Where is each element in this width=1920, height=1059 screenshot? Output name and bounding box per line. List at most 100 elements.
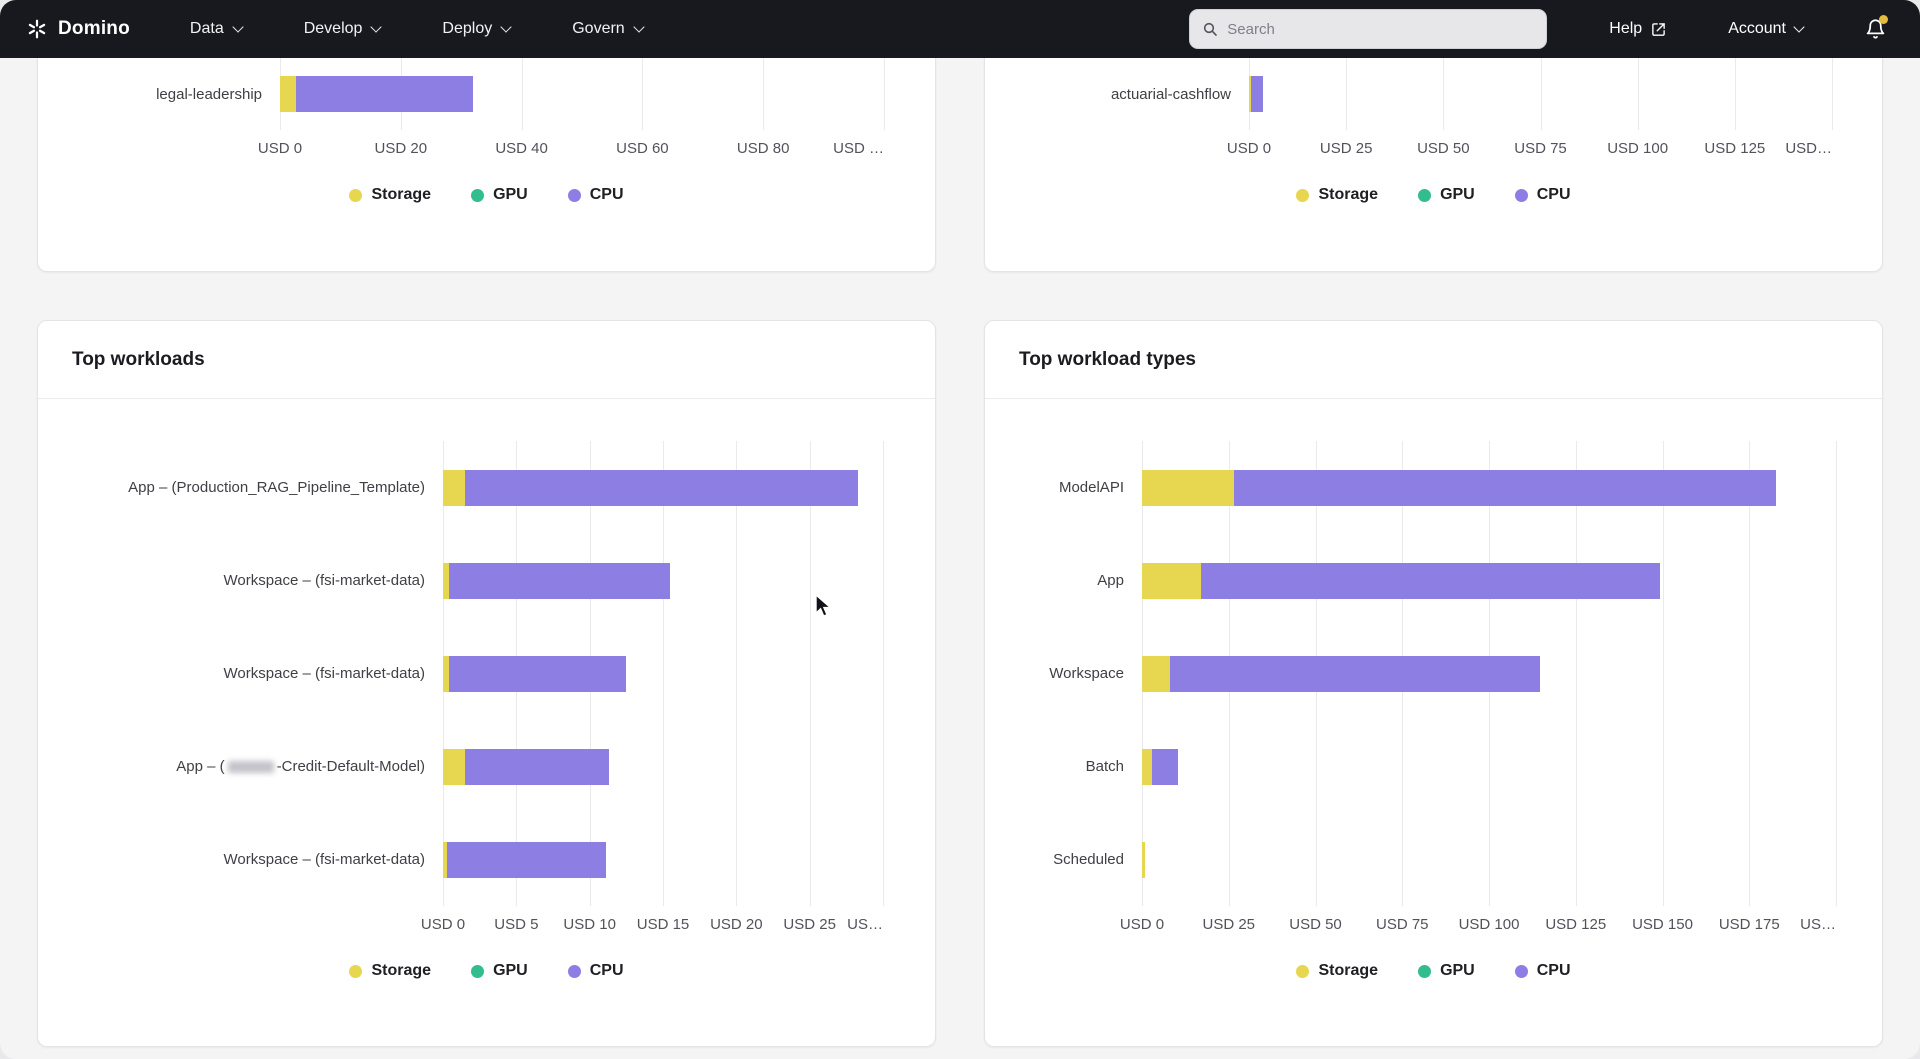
bar-segment-cpu[interactable] — [465, 748, 609, 785]
label-text: ModelAPI — [1058, 479, 1124, 496]
stacked-bar[interactable] — [443, 841, 883, 878]
bar-row — [443, 627, 883, 720]
bar-row-label: App – (Production_RAG_Pipeline_Template) — [72, 441, 443, 534]
bar-segment-cpu[interactable] — [448, 562, 671, 599]
row-labels: ModelAPI App Workspace Batch Scheduled — [1019, 441, 1142, 906]
legend-label: Storage — [371, 962, 432, 979]
nav-item-govern[interactable]: Govern — [572, 20, 645, 38]
nav-item-label: Develop — [303, 20, 363, 37]
legend-item-cpu[interactable]: CPU — [1514, 962, 1571, 980]
bar-segment-storage[interactable] — [280, 76, 296, 112]
bar-row — [443, 441, 883, 534]
external-link-icon — [1651, 22, 1666, 37]
bar-segment-storage[interactable] — [1142, 748, 1152, 785]
cpu-legend-dot-icon — [567, 964, 581, 978]
legend-label: CPU — [1536, 962, 1571, 979]
axis-tick-label: USD 0 — [1226, 140, 1272, 157]
chart-legend: Storage GPU CPU — [1019, 962, 1848, 980]
bar-segment-storage[interactable] — [1142, 655, 1171, 692]
row-labels: actuarial-cashflow — [1019, 58, 1249, 130]
bar-segment-storage[interactable] — [443, 562, 449, 599]
axis-tick-label: USD 5 — [494, 916, 539, 933]
account-menu[interactable]: Account — [1728, 20, 1805, 38]
help-link[interactable]: Help — [1609, 20, 1666, 38]
bar-row-label: App – (-Credit-Default-Model) — [72, 720, 443, 813]
legend-item-gpu[interactable]: GPU — [1418, 186, 1475, 204]
legend-item-cpu[interactable]: CPU — [1514, 186, 1571, 204]
legend-item-storage[interactable]: Storage — [1296, 186, 1378, 204]
bar-segment-storage[interactable] — [443, 655, 449, 692]
legend-item-cpu[interactable]: CPU — [567, 962, 624, 980]
gridline — [642, 58, 644, 130]
gridline — [884, 58, 885, 130]
nav-item-deploy[interactable]: Deploy — [442, 20, 512, 38]
bar-segment-storage[interactable] — [1142, 562, 1201, 599]
bar-segment-storage[interactable] — [1249, 76, 1251, 112]
axis-tick-label: USD 175 — [1718, 916, 1780, 933]
stacked-bar[interactable] — [1249, 76, 1832, 112]
bar-segment-storage[interactable] — [443, 469, 465, 506]
stacked-bar[interactable] — [1142, 469, 1836, 506]
label-text: actuarial-cashflow — [1110, 85, 1231, 103]
legend-item-gpu[interactable]: GPU — [471, 186, 528, 204]
stacked-bar[interactable] — [280, 76, 884, 112]
nav-item-develop[interactable]: Develop — [303, 20, 383, 38]
axis-tick-label: USD 50 — [1289, 916, 1342, 933]
bar-row — [280, 58, 884, 130]
notifications-button[interactable] — [1865, 15, 1888, 40]
cpu-legend-dot-icon — [1514, 964, 1528, 978]
bar-row — [443, 720, 883, 813]
bar-row — [1142, 441, 1836, 534]
top-workloads-chart: App – (Production_RAG_Pipeline_Template)… — [72, 441, 901, 980]
bar-segment-cpu[interactable] — [447, 841, 606, 878]
stacked-bar[interactable] — [443, 655, 883, 692]
stacked-bar[interactable] — [443, 562, 883, 599]
bar-segment-storage[interactable] — [443, 748, 465, 785]
chart-plot-area: legal-leadership — [72, 58, 901, 130]
legend-item-gpu[interactable]: GPU — [1418, 962, 1475, 980]
bar-segment-cpu[interactable] — [1151, 748, 1179, 785]
bar-segment-storage[interactable] — [1142, 469, 1234, 506]
bar-segment-storage[interactable] — [443, 841, 448, 878]
top-workload-types-card: Top workload types ModelAPI App Workspace B… — [984, 320, 1883, 1047]
legend-item-storage[interactable]: Storage — [1296, 962, 1378, 980]
search-input[interactable] — [1227, 20, 1535, 38]
label-text: Scheduled — [1053, 851, 1124, 868]
bar-segment-cpu[interactable] — [448, 655, 627, 692]
bar-row — [1142, 813, 1836, 906]
bar-segment-cpu[interactable] — [1170, 655, 1541, 692]
nav-item-data[interactable]: Data — [190, 20, 244, 38]
legend-item-cpu[interactable]: CPU — [567, 186, 624, 204]
redacted-text — [227, 760, 274, 773]
stacked-bar[interactable] — [1142, 655, 1836, 692]
bar-segment-cpu[interactable] — [295, 76, 474, 112]
bar-segment-cpu[interactable] — [1200, 562, 1661, 599]
bar-segment-cpu[interactable] — [1250, 76, 1263, 112]
legend-item-gpu[interactable]: GPU — [471, 962, 528, 980]
axis-tick-label: USD 50 — [1417, 140, 1470, 157]
axis-tick-label: USD 0 — [1119, 916, 1165, 933]
top-navbar: Domino Data Develop Deploy Govern — [0, 0, 1920, 58]
bar-row-label: Workspace – (fsi-market-data) — [72, 534, 443, 627]
bar-row-label: Workspace – (fsi-market-data) — [72, 627, 443, 720]
global-search[interactable] — [1189, 9, 1548, 49]
stacked-bar[interactable] — [1142, 562, 1836, 599]
bar-row-label: Scheduled — [1019, 813, 1142, 906]
legend-item-storage[interactable]: Storage — [349, 186, 431, 204]
gridline — [1662, 441, 1664, 906]
label-text: App — [1097, 572, 1124, 589]
axis-tick-label: USD 80 — [736, 140, 790, 157]
row-labels: legal-leadership — [72, 58, 280, 130]
stacked-bar[interactable] — [1142, 841, 1836, 878]
gridline — [1346, 58, 1348, 130]
stacked-bar[interactable] — [443, 469, 883, 506]
legend-item-storage[interactable]: Storage — [349, 962, 431, 980]
bar-segment-cpu[interactable] — [1233, 469, 1776, 506]
chevron-down-icon — [1793, 20, 1805, 33]
bar-segment-cpu[interactable] — [465, 469, 859, 506]
domino-logo[interactable]: Domino — [26, 18, 130, 40]
bar-segment-storage[interactable] — [1142, 841, 1146, 878]
stacked-bar[interactable] — [443, 748, 883, 785]
stacked-bar[interactable] — [1142, 748, 1836, 785]
